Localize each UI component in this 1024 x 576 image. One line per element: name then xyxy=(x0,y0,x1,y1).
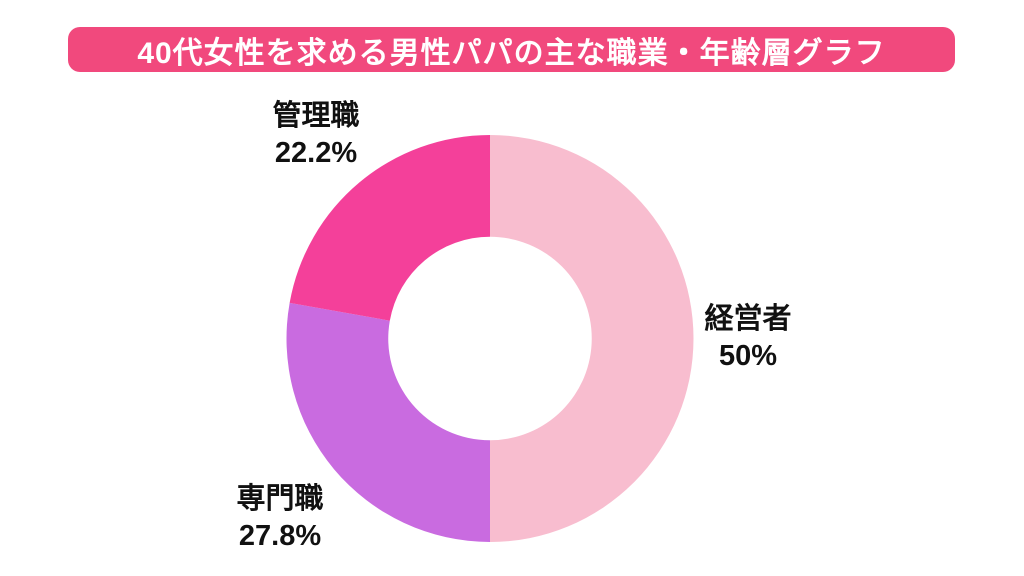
segment-label-professional: 専門職 27.8% xyxy=(236,481,323,555)
segment-value: 27.8% xyxy=(238,520,322,552)
donut-segment-0 xyxy=(490,135,694,542)
donut-segment-2 xyxy=(289,135,490,321)
segment-name: 経営者 xyxy=(704,303,792,335)
segment-value: 22.2% xyxy=(274,137,358,169)
segment-name: 管理職 xyxy=(272,100,360,132)
segment-label-manager: 管理職 22.2% xyxy=(272,98,359,172)
chart-title: 40代女性を求める男性パパの主な職業・年齢層グラフ xyxy=(137,36,886,70)
chart-title-banner: 40代女性を求める男性パパの主な職業・年齢層グラフ xyxy=(68,27,955,72)
segment-value: 50% xyxy=(718,340,778,372)
segment-name: 専門職 xyxy=(236,483,324,515)
donut-segment-1 xyxy=(286,302,490,542)
segment-label-owner: 経営者 50% xyxy=(704,301,791,375)
